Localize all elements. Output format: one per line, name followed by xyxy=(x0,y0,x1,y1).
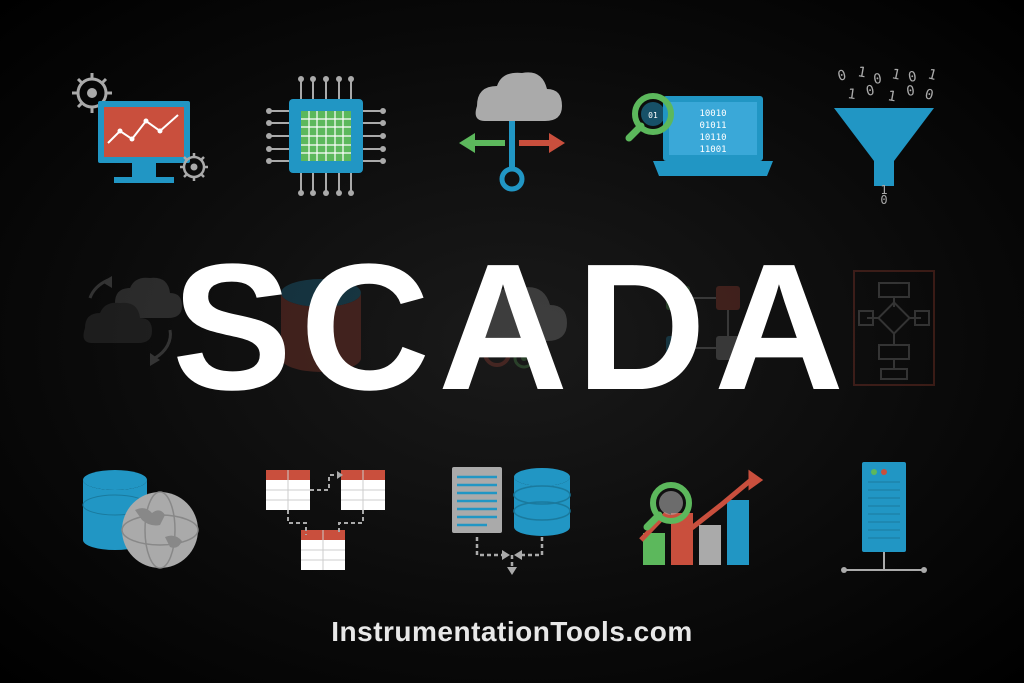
svg-text:1: 1 xyxy=(856,66,867,81)
svg-text:1: 1 xyxy=(890,66,902,83)
svg-text:1: 1 xyxy=(926,66,938,84)
doc-db-icon xyxy=(432,445,592,595)
funnel-binary-icon: 01 01 01 10 10 0 1 0 xyxy=(804,61,964,211)
svg-text:11001: 11001 xyxy=(699,145,726,155)
svg-text:1: 1 xyxy=(886,88,897,105)
title-overlay: SCADA xyxy=(50,232,974,424)
icon-row-top: 10010 01011 10110 11001 01 01 01 01 10 1… xyxy=(50,40,974,232)
server-icon xyxy=(804,445,964,595)
monitor-analytics-icon xyxy=(60,61,220,211)
main-title: SCADA xyxy=(172,238,852,418)
svg-text:10110: 10110 xyxy=(699,133,726,143)
icon-row-bottom xyxy=(50,424,974,616)
svg-text:0: 0 xyxy=(923,86,935,104)
cloud-sync-icon xyxy=(432,61,592,211)
svg-text:0: 0 xyxy=(905,83,916,100)
svg-text:0: 0 xyxy=(836,67,848,85)
chip-icon xyxy=(246,61,406,211)
svg-text:01011: 01011 xyxy=(699,121,726,131)
globe-db-icon xyxy=(60,445,220,595)
chart-search-icon xyxy=(618,445,778,595)
laptop-search-icon: 10010 01011 10110 11001 01 xyxy=(618,61,778,211)
tables-icon xyxy=(246,445,406,595)
svg-text:1: 1 xyxy=(846,86,857,103)
svg-text:10010: 10010 xyxy=(699,109,726,119)
icon-row-mid: SCADA xyxy=(50,232,974,424)
footer-text: InstrumentationTools.com xyxy=(50,616,974,663)
svg-text:01: 01 xyxy=(648,111,658,120)
svg-text:0: 0 xyxy=(872,71,883,88)
svg-text:0: 0 xyxy=(880,193,887,206)
